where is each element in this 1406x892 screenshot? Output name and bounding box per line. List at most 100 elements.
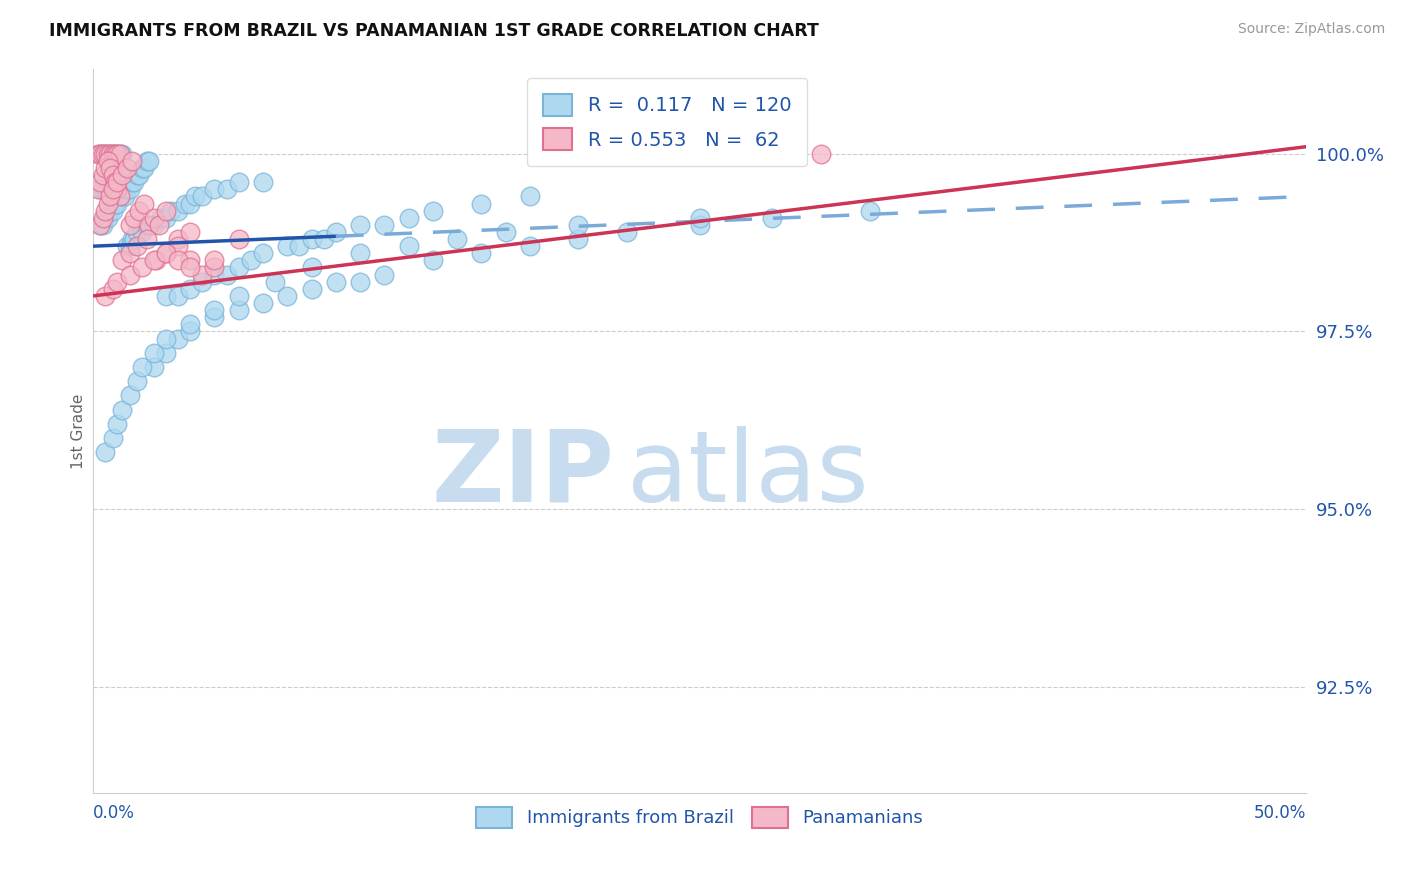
Point	[89, 218, 111, 232]
Point	[108, 146, 131, 161]
Point	[398, 239, 420, 253]
Point	[252, 296, 274, 310]
Point	[398, 211, 420, 225]
Point	[373, 268, 395, 282]
Point	[107, 168, 129, 182]
Point	[111, 168, 134, 182]
Point	[101, 175, 124, 189]
Point	[142, 218, 165, 232]
Point	[135, 218, 157, 232]
Point	[91, 168, 114, 182]
Point	[94, 445, 117, 459]
Point	[689, 218, 711, 232]
Point	[97, 196, 120, 211]
Point	[858, 203, 880, 218]
Point	[204, 268, 226, 282]
Point	[91, 146, 114, 161]
Point	[98, 161, 121, 175]
Point	[167, 239, 190, 253]
Point	[94, 182, 117, 196]
Point	[422, 253, 444, 268]
Y-axis label: 1st Grade: 1st Grade	[72, 393, 86, 468]
Point	[104, 175, 127, 189]
Point	[179, 260, 201, 275]
Point	[252, 175, 274, 189]
Point	[98, 203, 121, 218]
Point	[349, 275, 371, 289]
Point	[87, 182, 110, 196]
Point	[470, 246, 492, 260]
Point	[179, 282, 201, 296]
Point	[167, 253, 190, 268]
Point	[145, 253, 167, 268]
Point	[689, 211, 711, 225]
Text: Source: ZipAtlas.com: Source: ZipAtlas.com	[1237, 22, 1385, 37]
Text: 50.0%: 50.0%	[1254, 805, 1306, 822]
Point	[115, 239, 138, 253]
Point	[121, 232, 143, 246]
Point	[349, 246, 371, 260]
Point	[101, 146, 124, 161]
Point	[131, 359, 153, 374]
Point	[301, 232, 323, 246]
Point	[124, 232, 146, 246]
Point	[138, 218, 160, 232]
Point	[97, 211, 120, 225]
Point	[204, 303, 226, 318]
Point	[155, 345, 177, 359]
Point	[94, 203, 117, 218]
Point	[155, 246, 177, 260]
Point	[101, 146, 124, 161]
Point	[191, 189, 214, 203]
Point	[98, 175, 121, 189]
Point	[155, 211, 177, 225]
Point	[179, 253, 201, 268]
Point	[167, 289, 190, 303]
Point	[118, 268, 141, 282]
Point	[616, 225, 638, 239]
Point	[301, 282, 323, 296]
Point	[252, 246, 274, 260]
Point	[155, 332, 177, 346]
Point	[108, 189, 131, 203]
Point	[142, 359, 165, 374]
Point	[142, 211, 165, 225]
Point	[155, 289, 177, 303]
Point	[131, 260, 153, 275]
Point	[114, 189, 136, 203]
Point	[107, 146, 129, 161]
Point	[135, 232, 157, 246]
Point	[104, 196, 127, 211]
Point	[111, 168, 134, 182]
Point	[97, 182, 120, 196]
Point	[98, 189, 121, 203]
Point	[125, 168, 148, 182]
Text: ZIP: ZIP	[432, 425, 614, 523]
Point	[519, 239, 541, 253]
Point	[215, 182, 238, 196]
Point	[761, 211, 783, 225]
Point	[191, 275, 214, 289]
Point	[446, 232, 468, 246]
Point	[108, 146, 131, 161]
Point	[288, 239, 311, 253]
Text: 0.0%: 0.0%	[93, 805, 135, 822]
Point	[470, 196, 492, 211]
Point	[495, 225, 517, 239]
Text: atlas: atlas	[627, 425, 869, 523]
Point	[101, 168, 124, 182]
Point	[142, 345, 165, 359]
Point	[121, 153, 143, 168]
Point	[89, 146, 111, 161]
Point	[167, 232, 190, 246]
Point	[204, 310, 226, 325]
Point	[111, 402, 134, 417]
Point	[228, 260, 250, 275]
Point	[101, 282, 124, 296]
Point	[91, 182, 114, 196]
Point	[276, 289, 298, 303]
Point	[155, 246, 177, 260]
Point	[101, 182, 124, 196]
Point	[98, 146, 121, 161]
Point	[131, 225, 153, 239]
